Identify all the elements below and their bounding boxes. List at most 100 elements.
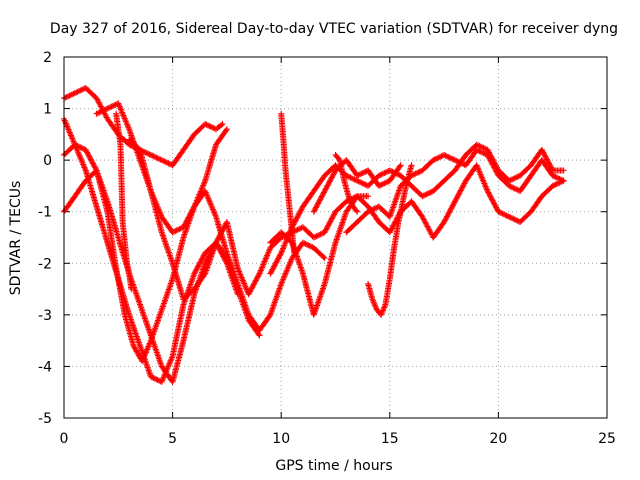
data-point [416, 168, 423, 175]
data-point [543, 156, 550, 163]
data-point [377, 182, 384, 189]
data-point [549, 182, 556, 189]
data-point [354, 177, 361, 184]
data-point [549, 172, 556, 179]
data-point [93, 95, 100, 102]
data-point [488, 160, 495, 167]
data-point [270, 265, 277, 272]
data-point [153, 376, 160, 383]
data-point [70, 90, 77, 97]
data-point [294, 213, 301, 220]
data-point [310, 234, 317, 241]
data-point [553, 174, 560, 181]
y-tick-label: -4 [38, 359, 52, 375]
y-axis-label: SDTVAR / TECUs [8, 181, 24, 296]
data-point [323, 225, 330, 232]
data-point [484, 146, 491, 153]
data-point [487, 193, 494, 200]
data-point [84, 149, 91, 156]
data-point [73, 89, 80, 96]
data-point [323, 226, 330, 233]
data-point [427, 228, 434, 235]
data-point [443, 153, 450, 160]
data-point [192, 269, 199, 276]
y-tick-label: -2 [38, 256, 52, 272]
data-point [477, 148, 484, 155]
data-point [388, 168, 395, 175]
data-point [367, 207, 374, 214]
data-point [452, 197, 459, 204]
data-point [427, 189, 434, 196]
data-point [391, 219, 398, 226]
data-point [513, 186, 520, 193]
data-point [218, 230, 225, 237]
data-point [552, 173, 559, 180]
data-point [323, 183, 330, 190]
data-point [101, 106, 108, 113]
data-point [317, 231, 324, 238]
data-point [475, 147, 482, 154]
data-point [541, 152, 548, 159]
x-tick-label: 25 [598, 431, 616, 447]
data-point [513, 174, 520, 181]
data-point [216, 232, 223, 239]
data-point [67, 92, 74, 99]
data-point [359, 170, 366, 177]
data-point [432, 155, 439, 162]
data-point [454, 192, 461, 199]
data-point [181, 221, 188, 228]
data-point [539, 148, 546, 155]
data-point [484, 188, 491, 195]
data-point [507, 183, 514, 190]
data-point [511, 216, 518, 223]
data-point [328, 216, 335, 223]
data-point [305, 242, 312, 249]
data-point [322, 227, 329, 234]
data-point [147, 151, 154, 158]
data-point [551, 182, 558, 189]
data-point [268, 267, 275, 274]
data-point [206, 122, 213, 129]
data-point [318, 230, 325, 237]
data-point [493, 205, 500, 212]
data-point [275, 255, 282, 262]
data-point [315, 199, 322, 206]
data-point [346, 173, 353, 180]
data-point [485, 148, 492, 155]
data-point [78, 144, 85, 151]
data-point [315, 200, 322, 207]
data-point [151, 153, 158, 160]
data-point [157, 156, 164, 163]
data-point [421, 217, 428, 224]
data-point [99, 108, 106, 115]
data-point [441, 217, 448, 224]
data-point [252, 277, 259, 284]
data-point [200, 254, 207, 261]
data-point [493, 204, 500, 211]
data-point [438, 153, 445, 160]
data-point [312, 204, 319, 211]
data-point [425, 224, 432, 231]
data-point [329, 172, 336, 179]
data-point [196, 260, 203, 267]
data-point [356, 171, 363, 178]
data-point [84, 150, 91, 157]
data-point [318, 193, 325, 200]
data-point [94, 110, 101, 117]
data-point [348, 175, 355, 182]
data-point [480, 150, 487, 157]
data-point [359, 180, 366, 187]
data-point [73, 142, 80, 149]
data-point [446, 209, 453, 216]
data-point [94, 96, 101, 103]
data-point [89, 159, 96, 166]
data-point [186, 213, 193, 220]
data-point [437, 153, 444, 160]
data-point [255, 331, 262, 338]
data-point [356, 179, 363, 186]
data-point [274, 256, 281, 263]
data-point [450, 201, 457, 208]
data-point [199, 255, 206, 262]
data-point [443, 214, 450, 221]
